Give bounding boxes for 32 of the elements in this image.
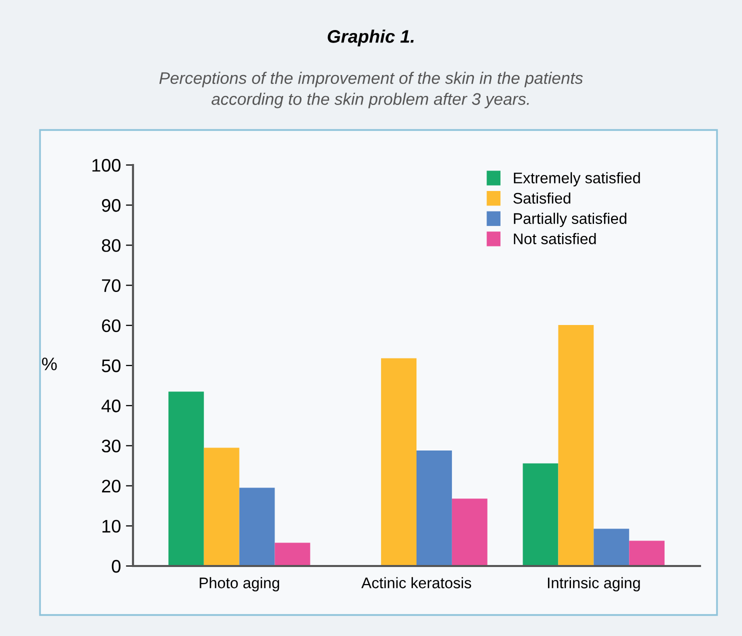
x-tick-label: Intrinsic aging [548, 577, 640, 592]
y-tick-label: 60 [102, 319, 120, 332]
bar [168, 392, 204, 566]
bar [204, 448, 240, 566]
chart-subtitle: Perceptions of the improvement of the skin in the patients according to the skin problem after 3 years. [159, 72, 583, 108]
bar [239, 488, 275, 566]
bar [558, 325, 594, 566]
bar [629, 540, 665, 566]
bar [274, 542, 310, 566]
y-tick-label: 50 [102, 359, 120, 372]
y-tick-label: 70 [102, 279, 120, 292]
y-tick-label: 80 [102, 239, 120, 252]
bar [594, 528, 630, 566]
y-tick-label: 30 [102, 440, 120, 452]
legend-label: Extremely satisfied [514, 172, 640, 186]
bar [522, 463, 558, 566]
y-tick-label: 100 [92, 158, 120, 172]
y-tick-label: 10 [102, 520, 120, 533]
x-tick-label: Actinic keratosis [361, 577, 472, 588]
x-tick-label: Photo aging [200, 577, 280, 592]
chart-title: Graphic 1. [328, 30, 414, 46]
y-tick-label: 40 [102, 400, 120, 412]
legend-label: Satisfied [513, 192, 570, 204]
y-tick-label: 20 [102, 480, 120, 493]
y-tick-label: 90 [102, 199, 120, 212]
bar [416, 450, 452, 566]
y-tick-label: 0 [112, 560, 120, 573]
legend-label: Partially satisfied [514, 212, 626, 227]
bar [452, 498, 488, 566]
y-axis-title: % [42, 358, 57, 370]
bar [381, 358, 416, 566]
legend-label: Not satisfied [514, 233, 596, 244]
